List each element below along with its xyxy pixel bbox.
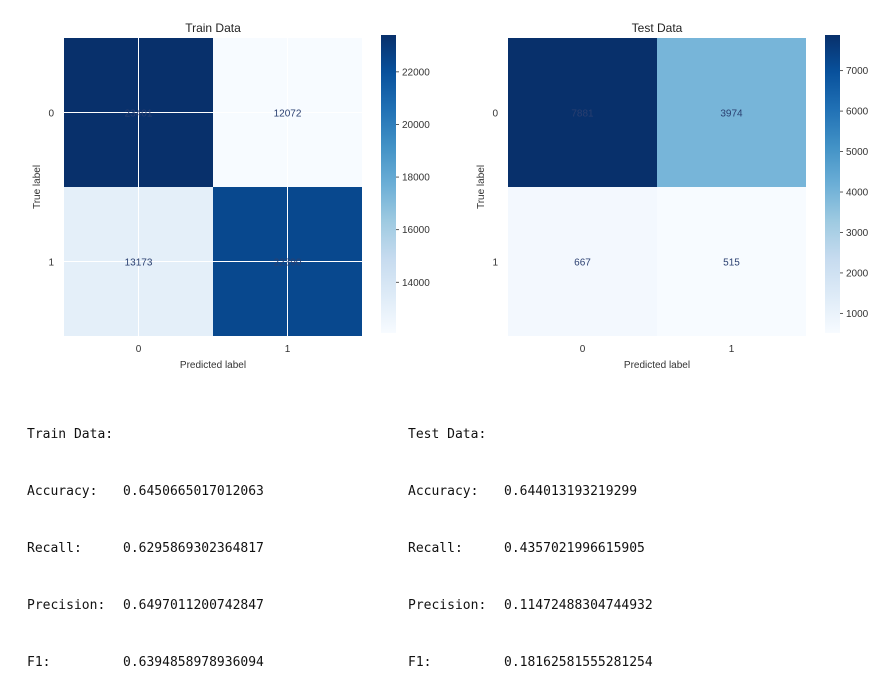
train-precision-label: Precision: <box>27 598 106 613</box>
test-cell-1-0 <box>508 187 657 336</box>
test-colorbar-tick-label-3: 4000 <box>846 188 869 199</box>
test-precision-label: Precision: <box>408 598 487 613</box>
test-colorbar-tick-label-1: 2000 <box>846 268 869 279</box>
test-y-tick-1: 1 <box>492 258 498 269</box>
train-y-tick-1: 1 <box>48 258 54 269</box>
train-metrics-heading: Train Data: <box>27 427 114 442</box>
test-x-tick-0: 0 <box>580 344 586 355</box>
test-y-axis-label: True label <box>476 165 487 209</box>
train-cell-label-0-0: 23401 <box>125 109 153 120</box>
test-colorbar-tick-label-2: 3000 <box>846 228 869 239</box>
train-recall-value: 0.6295869302364817 <box>123 541 264 556</box>
train-recall-row: Recall: 0.6295869302364817 <box>27 539 264 558</box>
test-metrics: Test Data: Accuracy: 0.644013193219299 Re… <box>408 387 653 691</box>
train-colorbar-tick-label-3: 20000 <box>402 120 430 131</box>
train-precision-row: Precision: 0.6497011200742847 <box>27 596 264 615</box>
train-y-axis-label: True label <box>32 165 43 209</box>
test-cell-label-1-0: 667 <box>574 258 591 269</box>
test-colorbar-tick-label-5: 6000 <box>846 107 869 118</box>
test-colorbar-tick-label-4: 5000 <box>846 147 869 158</box>
test-recall-label: Recall: <box>408 541 463 556</box>
test-precision-value: 0.11472488304744932 <box>504 598 653 613</box>
train-colorbar-tick-label-1: 16000 <box>402 225 430 236</box>
train-f1-value: 0.6394858978936094 <box>123 655 264 670</box>
test-recall-row: Recall: 0.4357021996615905 <box>408 539 653 558</box>
train-cell-label-1-0: 13173 <box>125 258 153 269</box>
train-colorbar <box>381 35 396 333</box>
test-colorbar-tick-label-6: 7000 <box>846 66 869 77</box>
test-f1-row: F1: 0.18162581555281254 <box>408 653 653 672</box>
test-f1-label: F1: <box>408 655 432 670</box>
test-accuracy-value: 0.644013193219299 <box>504 484 638 499</box>
test-colorbar-tick-label-0: 1000 <box>846 309 869 320</box>
train-precision-value: 0.6497011200742847 <box>123 598 264 613</box>
test-accuracy-row: Accuracy: 0.644013193219299 <box>408 482 653 501</box>
train-f1-label: F1: <box>27 655 51 670</box>
train-x-tick-1: 1 <box>285 344 291 355</box>
train-recall-label: Recall: <box>27 541 82 556</box>
train-y-tick-0: 0 <box>48 109 54 120</box>
test-recall-value: 0.4357021996615905 <box>504 541 645 556</box>
test-f1-value: 0.18162581555281254 <box>504 655 653 670</box>
train-accuracy-value: 0.6450665017012063 <box>123 484 264 499</box>
train-f1-row: F1: 0.6394858978936094 <box>27 653 264 672</box>
test-cell-0-0 <box>508 38 657 187</box>
test-chart-title: Test Data <box>632 21 683 35</box>
test-precision-row: Precision: 0.11472488304744932 <box>408 596 653 615</box>
test-cell-label-0-0: 7881 <box>571 109 594 120</box>
test-cell-1-1 <box>657 187 806 336</box>
test-x-tick-1: 1 <box>729 344 735 355</box>
train-colorbar-tick-label-0: 14000 <box>402 278 430 289</box>
train-colorbar-tick-label-2: 18000 <box>402 173 430 184</box>
train-chart-title: Train Data <box>185 21 241 35</box>
test-cell-label-0-1: 3974 <box>720 109 743 120</box>
train-accuracy-label: Accuracy: <box>27 484 98 499</box>
test-accuracy-label: Accuracy: <box>408 484 479 499</box>
test-cell-label-1-1: 515 <box>723 258 740 269</box>
test-colorbar <box>825 35 840 333</box>
train-accuracy-row: Accuracy: 0.6450665017012063 <box>27 482 264 501</box>
train-x-tick-0: 0 <box>136 344 142 355</box>
train-metrics: Train Data: Accuracy: 0.6450665017012063 … <box>27 387 264 691</box>
train-x-axis-label: Predicted label <box>180 360 246 371</box>
train-cell-label-0-1: 12072 <box>274 109 302 120</box>
test-cell-0-1 <box>657 38 806 187</box>
test-x-axis-label: Predicted label <box>624 360 690 371</box>
train-cell-label-1-1: 22390 <box>274 258 302 269</box>
confusion-matrix-figure: Train Data 23401 12072 13173 22390 0 1 0 1 Predic… <box>32 21 869 371</box>
test-y-tick-0: 0 <box>492 109 498 120</box>
test-metrics-heading: Test Data: <box>408 427 487 442</box>
train-colorbar-tick-label-4: 22000 <box>402 67 430 78</box>
